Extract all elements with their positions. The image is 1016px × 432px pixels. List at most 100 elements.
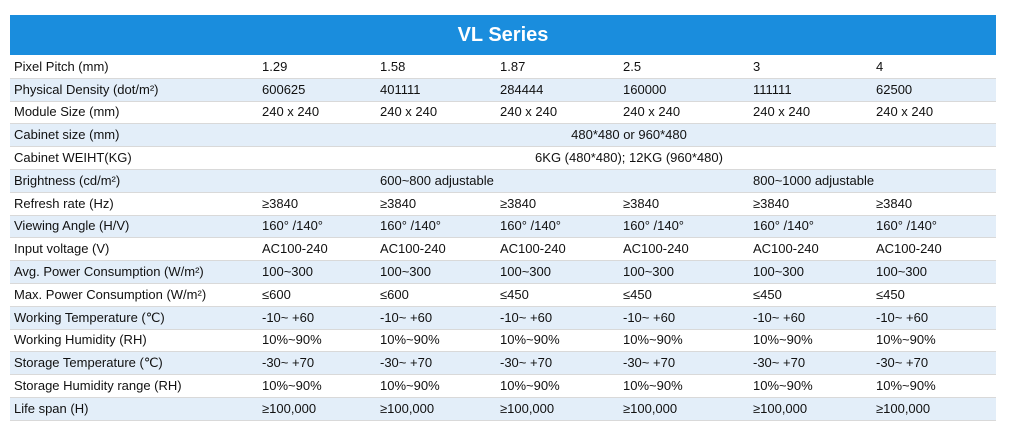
table-cell: -10~ +60 (496, 306, 619, 330)
table-title: VL Series (10, 15, 996, 56)
table-cell: -10~ +60 (258, 306, 376, 330)
table-cell: -30~ +70 (872, 351, 996, 376)
table-cell: 10%~90% (258, 374, 376, 398)
table-row: Cabinet WEIHT(KG) 6KG (480*480); 12KG (96… (10, 146, 996, 170)
table-cell: 240 x 240 (376, 101, 496, 125)
table-cell: 160° /140° (872, 215, 996, 239)
table-cell: -10~ +60 (872, 306, 996, 330)
table-cell: 10%~90% (496, 374, 619, 398)
table-row: Physical Density (dot/m²) 600625 401111 284… (10, 78, 996, 102)
table-cell: -30~ +70 (258, 351, 376, 376)
table-cell: -30~ +70 (749, 351, 872, 376)
table-cell: 160° /140° (258, 215, 376, 239)
table-cell-merged: 480*480 or 960*480 (258, 123, 996, 148)
table-cell: ≤450 (749, 283, 872, 307)
table-cell: -10~ +60 (619, 306, 749, 330)
table-cell: AC100-240 (258, 237, 376, 262)
table-cell: 10%~90% (872, 329, 996, 353)
table-cell: 10%~90% (258, 329, 376, 353)
table-cell: 240 x 240 (619, 101, 749, 125)
table-cell: ≥100,000 (376, 397, 496, 421)
table-cell-merged: 6KG (480*480); 12KG (960*480) (258, 146, 996, 170)
table-cell: ≥100,000 (258, 397, 376, 421)
table-cell: AC100-240 (619, 237, 749, 262)
table-cell: 10%~90% (619, 329, 749, 353)
table-cell: 240 x 240 (872, 101, 996, 125)
table-cell: 240 x 240 (496, 101, 619, 125)
table-cell-empty (258, 169, 376, 193)
table-cell: 1.58 (376, 56, 496, 79)
table-cell: 3 (749, 56, 872, 79)
table-row: Working Humidity (RH) 10%~90% 10%~90% 10%~9… (10, 329, 996, 353)
table-cell: -10~ +60 (749, 306, 872, 330)
table-cell: ≥100,000 (749, 397, 872, 421)
table-cell: ≥100,000 (496, 397, 619, 421)
row-label: Life span (H) (10, 397, 258, 421)
table-cell: 100~300 (376, 260, 496, 284)
table-cell: 284444 (496, 78, 619, 102)
table-cell: -30~ +70 (619, 351, 749, 376)
table-cell: 160° /140° (619, 215, 749, 239)
table-cell: ≥100,000 (872, 397, 996, 421)
table-cell: 240 x 240 (749, 101, 872, 125)
table-cell: -10~ +60 (376, 306, 496, 330)
table-cell: ≤450 (619, 283, 749, 307)
table-cell-empty (619, 169, 749, 193)
table-cell-merged: 600~800 adjustable (376, 169, 619, 193)
table-cell: ≥3840 (749, 192, 872, 216)
row-label: Working Humidity (RH) (10, 329, 258, 353)
table-row: Brightness (cd/m²) 600~800 adjustable 800~… (10, 169, 996, 193)
table-cell: 10%~90% (872, 374, 996, 398)
table-cell: ≥3840 (619, 192, 749, 216)
row-label: Storage Humidity range (RH) (10, 374, 258, 398)
table-row: Storage Temperature (℃) -30~ +70 -30~ +70-… (10, 351, 996, 376)
row-label: Viewing Angle (H/V) (10, 215, 258, 239)
table-row: Max. Power Consumption (W/m²) ≤600 ≤600 ≤45… (10, 283, 996, 307)
table-cell: -30~ +70 (496, 351, 619, 376)
table-cell: 160° /140° (376, 215, 496, 239)
table-cell: 100~300 (749, 260, 872, 284)
table-cell-merged: 800~1000 adjustable (749, 169, 996, 193)
table-cell: 100~300 (872, 260, 996, 284)
table-cell: -30~ +70 (376, 351, 496, 376)
table-cell: ≥3840 (872, 192, 996, 216)
table-cell: 111111 (749, 78, 872, 102)
table-row: Storage Humidity range (RH) 10%~90% 10%~90… (10, 374, 996, 398)
row-label: Physical Density (dot/m²) (10, 78, 258, 102)
table-cell: AC100-240 (376, 237, 496, 262)
table-cell: 1.87 (496, 56, 619, 79)
table-cell: ≤450 (872, 283, 996, 307)
table-cell: 10%~90% (749, 329, 872, 353)
table-row: Viewing Angle (H/V) 160° /140° 160° /140° 1… (10, 215, 996, 239)
table-cell: 160000 (619, 78, 749, 102)
table-cell: 10%~90% (496, 329, 619, 353)
row-label: Pixel Pitch (mm) (10, 56, 258, 79)
table-cell: 100~300 (619, 260, 749, 284)
row-label: Max. Power Consumption (W/m²) (10, 283, 258, 307)
table-cell: ≥100,000 (619, 397, 749, 421)
table-cell: 4 (872, 56, 996, 79)
row-label: Brightness (cd/m²) (10, 169, 258, 193)
table-cell: 10%~90% (749, 374, 872, 398)
table-cell: ≥3840 (258, 192, 376, 216)
table-cell: 100~300 (258, 260, 376, 284)
table-cell: AC100-240 (872, 237, 996, 262)
spec-table-container: VL Series Pixel Pitch (mm) 1.29 1.58 1.87 2.… (10, 15, 996, 421)
table-cell: ≤600 (258, 283, 376, 307)
table-cell: 62500 (872, 78, 996, 102)
table-row: Module Size (mm) 240 x 240 240 x 240 240 x … (10, 101, 996, 125)
table-cell: AC100-240 (496, 237, 619, 262)
table-cell: 10%~90% (376, 374, 496, 398)
table-row: Life span (H) ≥100,000 ≥100,000 ≥100,000 ≥10… (10, 397, 996, 421)
table-cell: ≥3840 (496, 192, 619, 216)
spec-table: Pixel Pitch (mm) 1.29 1.58 1.87 2.5 3 4 Physica… (10, 56, 996, 421)
table-cell: 100~300 (496, 260, 619, 284)
row-label: Refresh rate (Hz) (10, 192, 258, 216)
row-label: Input voltage (V) (10, 237, 258, 262)
table-row: Avg. Power Consumption (W/m²) 100~300 100~… (10, 260, 996, 284)
table-row: Input voltage (V) AC100-240 AC100-240 AC100… (10, 237, 996, 262)
row-label: Avg. Power Consumption (W/m²) (10, 260, 258, 284)
row-label: Storage Temperature (℃) (10, 351, 258, 376)
row-label: Working Temperature (℃) (10, 306, 258, 330)
table-cell: 160° /140° (749, 215, 872, 239)
